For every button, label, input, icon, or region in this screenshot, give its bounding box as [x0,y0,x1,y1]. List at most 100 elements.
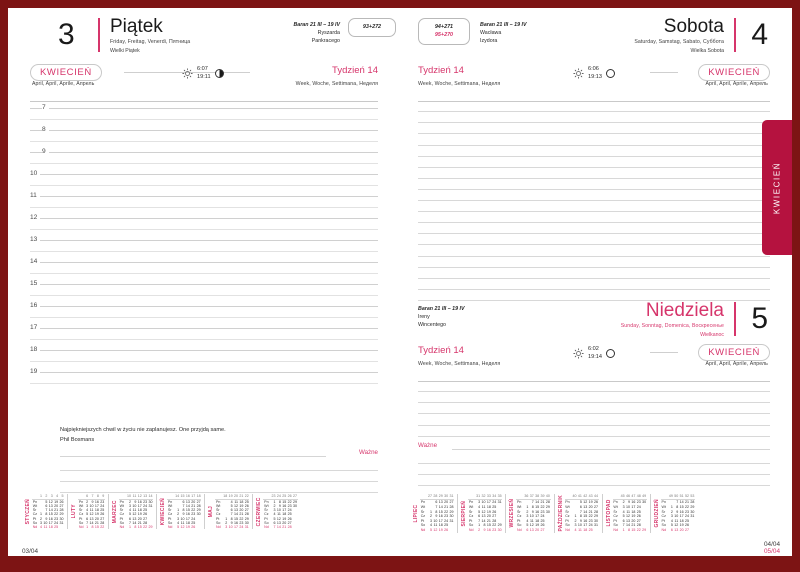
mini-calendar-day[interactable]: 8 [230,516,233,521]
mini-calendar-day[interactable]: 11 [89,508,94,513]
mini-calendar-day[interactable]: 3 [429,518,432,523]
mini-calendar-day[interactable]: 3 [225,525,228,530]
mini-calendar-day[interactable]: 31 [594,523,598,528]
mini-calendar-day[interactable]: 18 [137,508,142,513]
mini-calendar[interactable]: MARZEC 10 11 12 13 14 Pn 2 9 16 23 30 Wt 3 10 17 24 31 Śr 4… [107,494,154,530]
note-line[interactable] [418,277,770,279]
mini-calendar-day[interactable]: 11 [433,523,438,528]
mini-calendar-day[interactable]: 30 [497,528,502,533]
mini-calendar-day[interactable]: 11 [132,508,137,513]
mini-calendar-day[interactable]: 6 [182,499,185,504]
hour-row[interactable]: 9 [30,147,378,174]
mini-calendar-day[interactable]: 16 [438,514,443,519]
mini-calendar-day[interactable]: 12 [234,503,239,508]
mini-calendar-day[interactable]: 23 [540,509,545,514]
mini-calendar-day[interactable]: 1 [429,509,432,514]
mini-calendar-day[interactable]: 31 [148,503,153,508]
mini-calendar-day[interactable]: 25 [287,512,292,517]
mini-calendar-day[interactable]: 2 [177,512,180,517]
mini-calendar-day[interactable]: 5 [670,523,673,528]
mini-calendar-day[interactable]: 26 [444,528,449,533]
mini-calendar-day[interactable]: 15 [486,523,491,528]
mini-calendar-day[interactable]: 19 [282,516,287,521]
note-line[interactable] [418,122,770,124]
mini-calendar-day[interactable]: 14 [48,508,53,513]
mini-calendar[interactable]: LUTY 6 7 8 9 Pn 2 9 16 23 Wt 3 10 17 24 Śr 4 11 18 25 Cz 5 12 1… [67,494,105,530]
mini-calendar-day[interactable]: 20 [94,516,99,521]
mini-calendar-day[interactable]: 25 [684,518,689,523]
mini-calendar-day[interactable]: 2 [86,499,89,504]
mini-calendar-day[interactable]: 22 [191,508,196,513]
mini-calendar-day[interactable]: 27 [196,499,201,504]
note-line[interactable] [418,200,770,201]
mini-calendar-day[interactable]: 9 [91,499,94,504]
mini-calendar-day[interactable]: 25 [444,523,449,528]
mini-calendar-day[interactable]: 5 [622,514,625,519]
mini-calendar-day[interactable]: 18 [239,499,244,504]
mini-calendar-day[interactable]: 26 [244,503,249,508]
mini-calendar-day[interactable]: 15 [185,508,190,513]
mini-calendar-day[interactable]: 19 [679,523,684,528]
note-line[interactable] [418,299,770,301]
mini-calendar-day[interactable]: 31 [449,518,454,523]
mini-calendar[interactable]: KWIECIEŃ 14 15 16 17 18 Pn 6 13 20 27 Wt 7 14 21 28 Śr 1 8… [156,494,202,530]
mini-calendar-day[interactable]: 13 [185,499,190,504]
mini-calendar-day[interactable] [690,528,695,533]
mini-calendar-day[interactable]: 1 [177,508,180,513]
mini-calendar-day[interactable]: 25 [191,520,196,525]
mini-calendar-day[interactable]: 24 [100,503,105,508]
mini-calendar-day[interactable]: 3 [478,500,481,505]
note-line[interactable] [418,111,770,113]
mini-calendar-day[interactable]: 16 [679,509,684,514]
mini-calendar-day[interactable]: 9 [628,500,631,505]
mini-calendar-day[interactable]: 4 [39,525,42,530]
mini-calendar-day[interactable]: 9 [435,514,438,519]
mini-calendar-day[interactable]: 19 [54,499,59,504]
mini-calendar-day[interactable]: 7 [531,500,534,505]
mini-calendar-day[interactable]: 16 [234,520,239,525]
mini-calendar-day[interactable]: 17 [535,514,540,519]
mini-calendar-day[interactable]: 13 [276,520,281,525]
mini-calendar-day[interactable]: 17 [438,518,443,523]
mini-calendar-day[interactable]: 10 [626,504,631,509]
hour-row[interactable]: 18 [30,345,378,372]
note-line[interactable] [418,424,770,426]
mini-calendar-day[interactable]: 30 [148,499,153,504]
mini-calendar-day[interactable]: 2 [225,520,228,525]
mini-calendar-day[interactable]: 7 [86,520,89,525]
mini-calendar-day[interactable]: 18 [631,509,636,514]
hour-grid[interactable]: 7 8 9 10 11 12 13 14 15 16 17 18 19 [30,103,378,394]
note-line[interactable] [418,288,770,290]
sunday-lines[interactable] [418,381,770,437]
mini-calendar-day[interactable]: 8 [134,525,137,530]
hour-row[interactable]: 13 [30,235,378,262]
mini-calendar-day[interactable]: 24 [684,514,689,519]
mini-calendar-day[interactable]: 5 [526,523,529,528]
mini-calendar-day[interactable]: 13 [583,504,588,509]
mini-calendar-day[interactable]: 8 [579,514,582,519]
mini-calendar-day[interactable]: 3 [39,520,42,525]
mini-calendar-day[interactable]: 11 [180,520,185,525]
mini-calendar-day[interactable]: 30 [594,518,598,523]
mini-calendar-day[interactable]: 12 [626,514,631,519]
hour-row[interactable]: 10 [30,169,378,196]
mini-calendar-day[interactable]: 23 [636,500,641,505]
mini-calendar-day[interactable]: 22 [239,516,244,521]
mini-calendar-day[interactable]: 1 [622,528,625,533]
mini-calendar-day[interactable]: 1 [128,525,131,530]
mini-calendar-day[interactable]: 22 [143,525,148,530]
mini-calendar-day[interactable]: 14 [132,520,137,525]
mini-calendar-day[interactable]: 31 [59,520,64,525]
mini-calendar-day[interactable]: 7 [579,509,582,514]
mini-calendar-day[interactable]: 9 [134,499,137,504]
mini-calendar-day[interactable]: 23 [444,514,449,519]
mini-calendar-day[interactable]: 30 [642,500,647,505]
mini-calendar-day[interactable]: 25 [540,518,545,523]
mini-calendar-day[interactable]: 20 [191,499,196,504]
mini-calendar-day[interactable]: 5 [177,525,180,530]
mini-calendar-day[interactable]: 26 [287,516,292,521]
note-line[interactable] [418,233,770,235]
note-line[interactable] [418,155,770,157]
mini-calendar-day[interactable]: 19 [535,523,540,528]
mini-calendar-day[interactable]: 2 [526,509,529,514]
